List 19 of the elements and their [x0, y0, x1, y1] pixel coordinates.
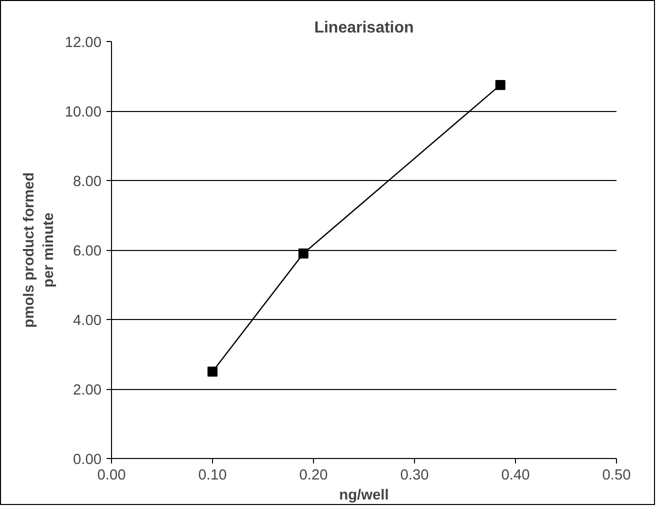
chart-title: Linearisation: [314, 20, 414, 36]
x-tick-label: 0.40: [501, 468, 530, 484]
x-tick-label: 0.50: [602, 468, 631, 484]
point: [208, 366, 218, 377]
y-tick-label: 2.00: [72, 382, 102, 398]
y-tick-label: 8.00: [72, 174, 102, 190]
y-tick-label: 0.00: [72, 452, 102, 468]
x-tick-label: 0.10: [198, 468, 227, 484]
x-tick-label: 0.00: [97, 468, 126, 484]
point: [495, 80, 506, 90]
y-tick-label: 12.00: [64, 35, 102, 51]
y-tick-label: 10.00: [64, 104, 102, 120]
y-tick-label: 6.00: [72, 244, 102, 260]
point: [298, 248, 308, 258]
x-tick-label: 0.30: [400, 468, 429, 484]
y-axis-title: pmols product formed per minute: [22, 172, 57, 328]
x-tick-label: 0.20: [299, 468, 328, 484]
x-axis-title: ng/well: [339, 488, 389, 504]
y-tick-label: 4.00: [72, 313, 102, 329]
